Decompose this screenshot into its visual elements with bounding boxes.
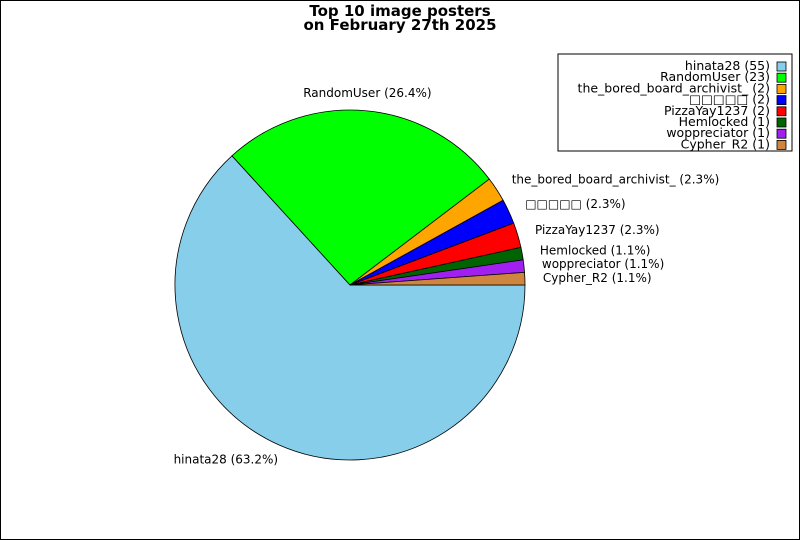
legend-entry-label: RandomUser (23) xyxy=(660,69,770,84)
legend-swatch xyxy=(776,139,787,150)
pie-slice-hinata28 xyxy=(174,155,526,461)
slice-label: the_bored_board_archivist_ (2.3%) xyxy=(512,173,720,187)
legend-entry-label: the_bored_board_archivist_ (2) xyxy=(578,80,770,95)
legend-entry-label: hinata28 (55) xyxy=(685,58,770,73)
pie-slices xyxy=(174,109,526,461)
legend-entry-label: □□□□□ (2) xyxy=(689,92,770,107)
legend-swatch xyxy=(776,95,787,105)
slice-label: PizzaYay1237 (2.3%) xyxy=(535,223,660,237)
pie-slice-randomuser xyxy=(231,109,490,286)
slice-label: □□□□□ (2.3%) xyxy=(525,197,625,211)
legend: hinata28 (55)RandomUser (23)the_bored_bo… xyxy=(557,53,793,152)
legend-swatch xyxy=(776,128,787,139)
legend-swatch xyxy=(776,106,787,117)
slice-label: woppreciator (1.1%) xyxy=(542,257,664,271)
chart-title-line-2: on February 27th 2025 xyxy=(303,16,496,34)
chart-title-line-1: Top 10 image posters xyxy=(309,2,490,20)
pie-slice-labels: hinata28 (63.2%) RandomUser (26.4%) the_bo… xyxy=(174,86,720,467)
slice-label: Hemlocked (1.1%) xyxy=(540,243,651,257)
legend-entry-label: PizzaYay1237 (2) xyxy=(664,103,770,118)
slice-label: hinata28 (63.2%) xyxy=(174,453,279,467)
pie-slice-cypher-r2 xyxy=(349,271,526,286)
legend-swatch xyxy=(776,72,787,83)
slice-label: RandomUser (26.4%) xyxy=(303,86,431,100)
legend-swatch xyxy=(776,61,787,72)
legend-swatch xyxy=(776,84,787,94)
legend-box xyxy=(557,53,793,152)
legend-entry-label: woppreciator (1) xyxy=(666,125,770,140)
legend-swatch xyxy=(776,117,787,128)
legend-entry-label: Hemlocked (1) xyxy=(679,114,770,129)
legend-entry-label: Cypher_R2 (1) xyxy=(681,136,770,151)
slice-label: Cypher_R2 (1.1%) xyxy=(543,271,652,285)
